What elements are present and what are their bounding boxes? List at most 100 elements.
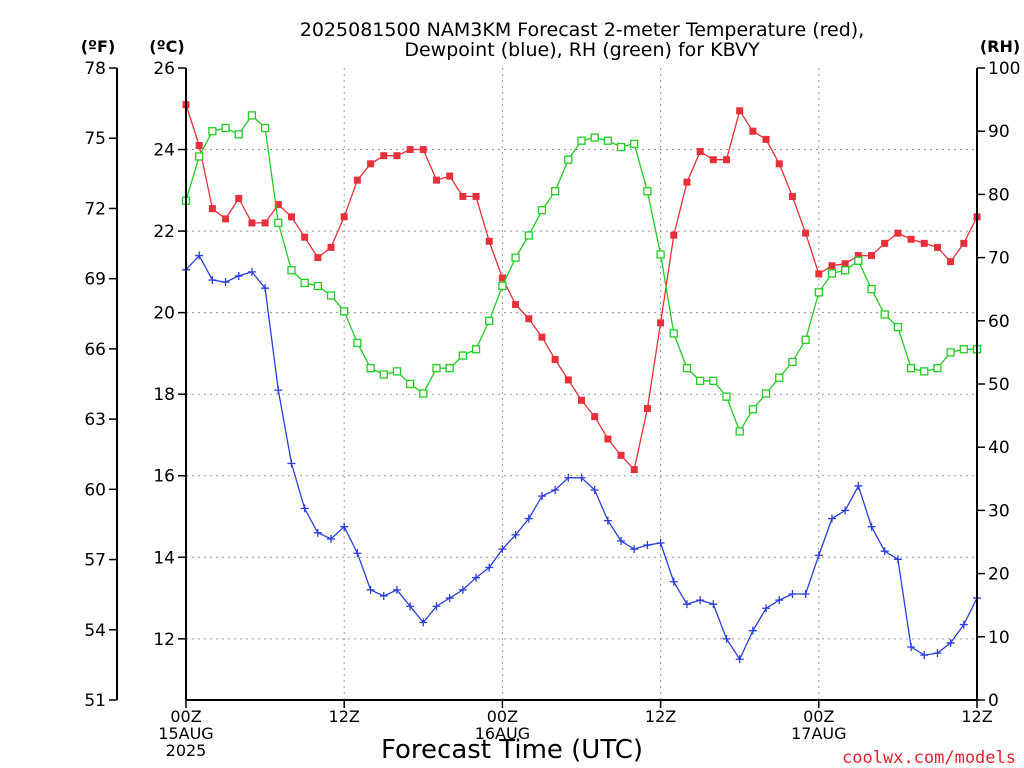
rh-point — [564, 155, 573, 164]
fahrenheit-tick-label: 63 — [84, 410, 106, 430]
rh-point — [709, 376, 718, 385]
dewpoint-point — [959, 620, 968, 629]
dewpoint-point — [801, 589, 810, 598]
dewpoint-point — [933, 649, 942, 658]
dewpoint-point — [287, 459, 296, 468]
dewpoint-point — [221, 278, 230, 287]
temperature-point — [208, 205, 216, 213]
rh-point — [959, 345, 968, 354]
temperature-point — [538, 333, 546, 341]
dewpoint-point — [748, 626, 757, 635]
celsius-unit-label: (ºC) — [149, 37, 184, 56]
dewpoint-point — [564, 473, 573, 482]
temperature-point — [630, 466, 638, 474]
celsius-tick-label: 12 — [153, 630, 175, 650]
temperature-point — [459, 192, 467, 200]
x-tick-label-line: 12Z — [961, 707, 992, 726]
rh-tick-label: 50 — [988, 375, 1010, 395]
temperature-point — [498, 274, 506, 282]
temperature-point — [854, 252, 862, 260]
x-tick-label-line: 00Z — [803, 707, 834, 726]
dewpoint-point — [735, 655, 744, 664]
dewpoint-point — [472, 573, 481, 582]
dewpoint-point — [485, 563, 494, 572]
temperature-point — [723, 156, 731, 164]
fahrenheit-tick-label: 60 — [84, 480, 106, 500]
rh-point — [340, 307, 349, 316]
dewpoint-line — [185, 254, 978, 661]
temperature-point — [591, 413, 599, 421]
temperature-point — [301, 233, 309, 241]
x-tick-label: 00Z 15AUG 2025 — [158, 707, 213, 760]
rh-point — [854, 256, 863, 265]
rh-unit-label: (RH) — [980, 37, 1020, 56]
dewpoint-point — [590, 486, 599, 495]
rh-tick-label: 20 — [988, 565, 1010, 585]
temperature-point — [802, 229, 810, 237]
rh-tick-label: 80 — [988, 185, 1010, 205]
rh-point — [906, 364, 916, 373]
temperature-point — [868, 252, 876, 260]
rh-point — [471, 345, 481, 354]
rh-line — [185, 114, 977, 433]
temperature-point — [525, 315, 533, 323]
temperature-point — [314, 254, 322, 262]
temperature-point — [894, 229, 902, 237]
temperature-point — [815, 270, 823, 278]
dewpoint-point — [340, 522, 349, 531]
temperature-point — [617, 451, 625, 459]
x-tick-label-line: 15AUG — [158, 724, 213, 743]
dewpoint-point — [353, 549, 362, 558]
dewpoint-point — [445, 594, 454, 603]
temperature-point — [340, 213, 348, 221]
rh-tick-label: 0 — [988, 691, 999, 711]
rh-point — [458, 351, 468, 360]
rh-point — [379, 370, 388, 379]
rh-point — [432, 364, 441, 373]
temperature-point — [709, 156, 717, 164]
x-tick-label: 12Z — [329, 707, 360, 726]
rh-point — [524, 231, 533, 240]
dewpoint-point — [709, 600, 718, 609]
temperature-point — [643, 404, 651, 412]
celsius-tick-label: 24 — [153, 141, 175, 161]
dewpoint-point — [907, 642, 916, 651]
fahrenheit-tick-label: 75 — [84, 129, 106, 149]
temperature-point — [775, 160, 783, 168]
temperature-point — [828, 262, 836, 270]
rh-point — [405, 379, 415, 389]
temperature-point — [683, 178, 691, 186]
rh-point — [933, 364, 942, 373]
dewpoint-point — [603, 516, 612, 525]
rh-point — [260, 123, 270, 133]
x-tick-label-line: 00Z — [170, 707, 201, 726]
temperature-point — [841, 260, 849, 268]
rh-point — [946, 348, 955, 357]
dewpoint-point — [261, 284, 270, 293]
rh-point — [287, 266, 296, 275]
temperature-point — [736, 107, 744, 115]
temperature-point — [696, 148, 704, 156]
temperature-point — [327, 243, 335, 251]
x-tick-label-line: 12Z — [645, 707, 676, 726]
dewpoint-point — [524, 514, 533, 523]
dewpoint-point — [577, 473, 586, 482]
dewpoint-point — [195, 251, 204, 260]
dewpoint-point — [458, 585, 467, 594]
temperature-point — [881, 239, 889, 247]
credit-text: coolwx.com/models — [842, 748, 1016, 768]
rh-point — [498, 281, 507, 291]
temperature-point — [287, 213, 295, 221]
rh-point — [722, 392, 731, 401]
rh-tick-label: 60 — [988, 312, 1010, 332]
rh-point — [788, 357, 797, 367]
dewpoint-point — [656, 539, 665, 548]
dewpoint-point — [300, 504, 309, 513]
rh-tick-label: 70 — [988, 249, 1010, 269]
rh-tick-label: 10 — [988, 628, 1010, 648]
x-tick-label: 00Z 17AUG — [791, 707, 846, 743]
dewpoint-point — [511, 530, 520, 539]
dewpoint-point — [841, 506, 850, 515]
fahrenheit-tick-label: 66 — [84, 340, 106, 360]
rh-point — [669, 329, 678, 338]
